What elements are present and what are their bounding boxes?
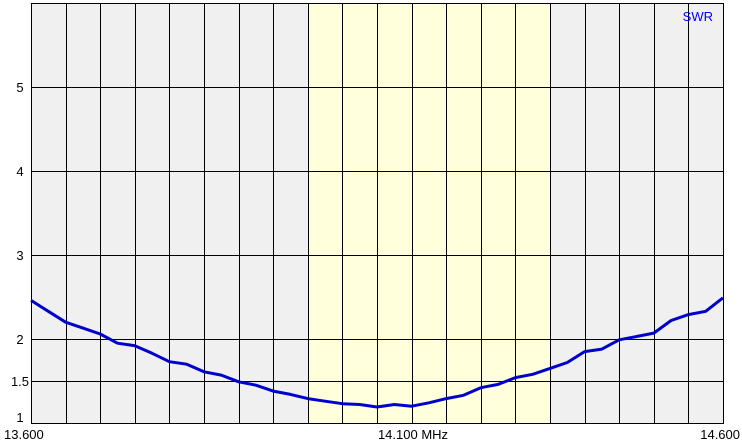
y-tick-label: 2	[16, 332, 23, 347]
highlight-band	[307, 3, 550, 423]
x-tick-label: 14.100 MHz	[378, 427, 448, 441]
swr-line	[30, 296, 724, 409]
chart-title: SWR	[683, 9, 713, 24]
y-axis-labels: 1 1.5 2 3 4 5	[11, 80, 29, 425]
plot-border	[31, 3, 724, 424]
y-tick-label: 4	[16, 164, 23, 179]
x-axis-labels: 13.600 14.100 MHz 14.600	[4, 427, 740, 442]
y-tick-label: 5	[16, 80, 23, 95]
y-tick-label: 3	[16, 248, 23, 263]
grid	[31, 3, 724, 424]
x-tick-label: 13.600	[4, 427, 44, 441]
x-tick-label: 14.600	[700, 427, 740, 441]
y-tick-label: 1	[16, 410, 23, 425]
y-tick-label: 1.5	[11, 374, 29, 389]
